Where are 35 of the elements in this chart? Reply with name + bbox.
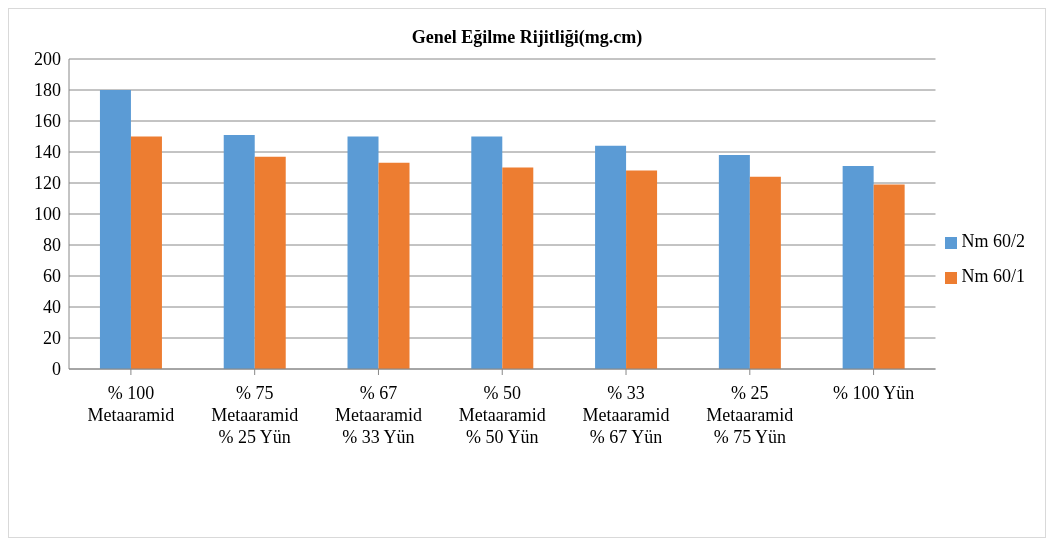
y-tick-label: 140 xyxy=(34,142,61,163)
x-tick-label: % 100 Metaaramid xyxy=(87,383,175,425)
bar xyxy=(502,167,534,369)
bar xyxy=(130,136,162,369)
legend-label: Nm 60/1 xyxy=(961,266,1025,286)
y-tick-label: 180 xyxy=(34,80,61,101)
bar xyxy=(471,136,503,369)
x-tick-label: % 67 Metaaramid % 33 Yün xyxy=(334,383,422,447)
legend-label: Nm 60/2 xyxy=(961,231,1025,251)
chart-title: Genel Eğilme Rijitliği(mg.cm) xyxy=(410,27,644,48)
y-tick-label: 40 xyxy=(43,297,61,318)
bar xyxy=(99,90,131,369)
bar xyxy=(842,165,874,369)
bar xyxy=(223,134,255,369)
bar xyxy=(347,136,379,369)
bar xyxy=(873,184,905,369)
x-tick-label: % 75 Metaaramid % 25 Yün xyxy=(211,383,299,447)
bar xyxy=(718,155,750,369)
bar xyxy=(749,176,781,369)
x-tick-label: % 33 Metaaramid % 67 Yün xyxy=(582,383,670,447)
bar xyxy=(595,145,627,369)
bar xyxy=(626,170,658,369)
y-tick-label: 60 xyxy=(43,266,61,287)
y-tick-label: 20 xyxy=(43,328,61,349)
x-tick-label: % 25 Metaaramid % 75 Yün xyxy=(706,383,794,447)
y-tick-label: 200 xyxy=(34,49,61,70)
y-tick-label: 120 xyxy=(34,173,61,194)
bar xyxy=(378,162,410,369)
bar xyxy=(254,156,286,369)
y-tick-label: 100 xyxy=(34,204,61,225)
x-tick-label: % 50 Metaaramid % 50 Yün xyxy=(458,383,546,447)
y-tick-label: 160 xyxy=(34,111,61,132)
y-tick-label: 0 xyxy=(52,359,61,380)
x-tick-label: % 100 Yün xyxy=(832,383,915,403)
y-tick-label: 80 xyxy=(43,235,61,256)
